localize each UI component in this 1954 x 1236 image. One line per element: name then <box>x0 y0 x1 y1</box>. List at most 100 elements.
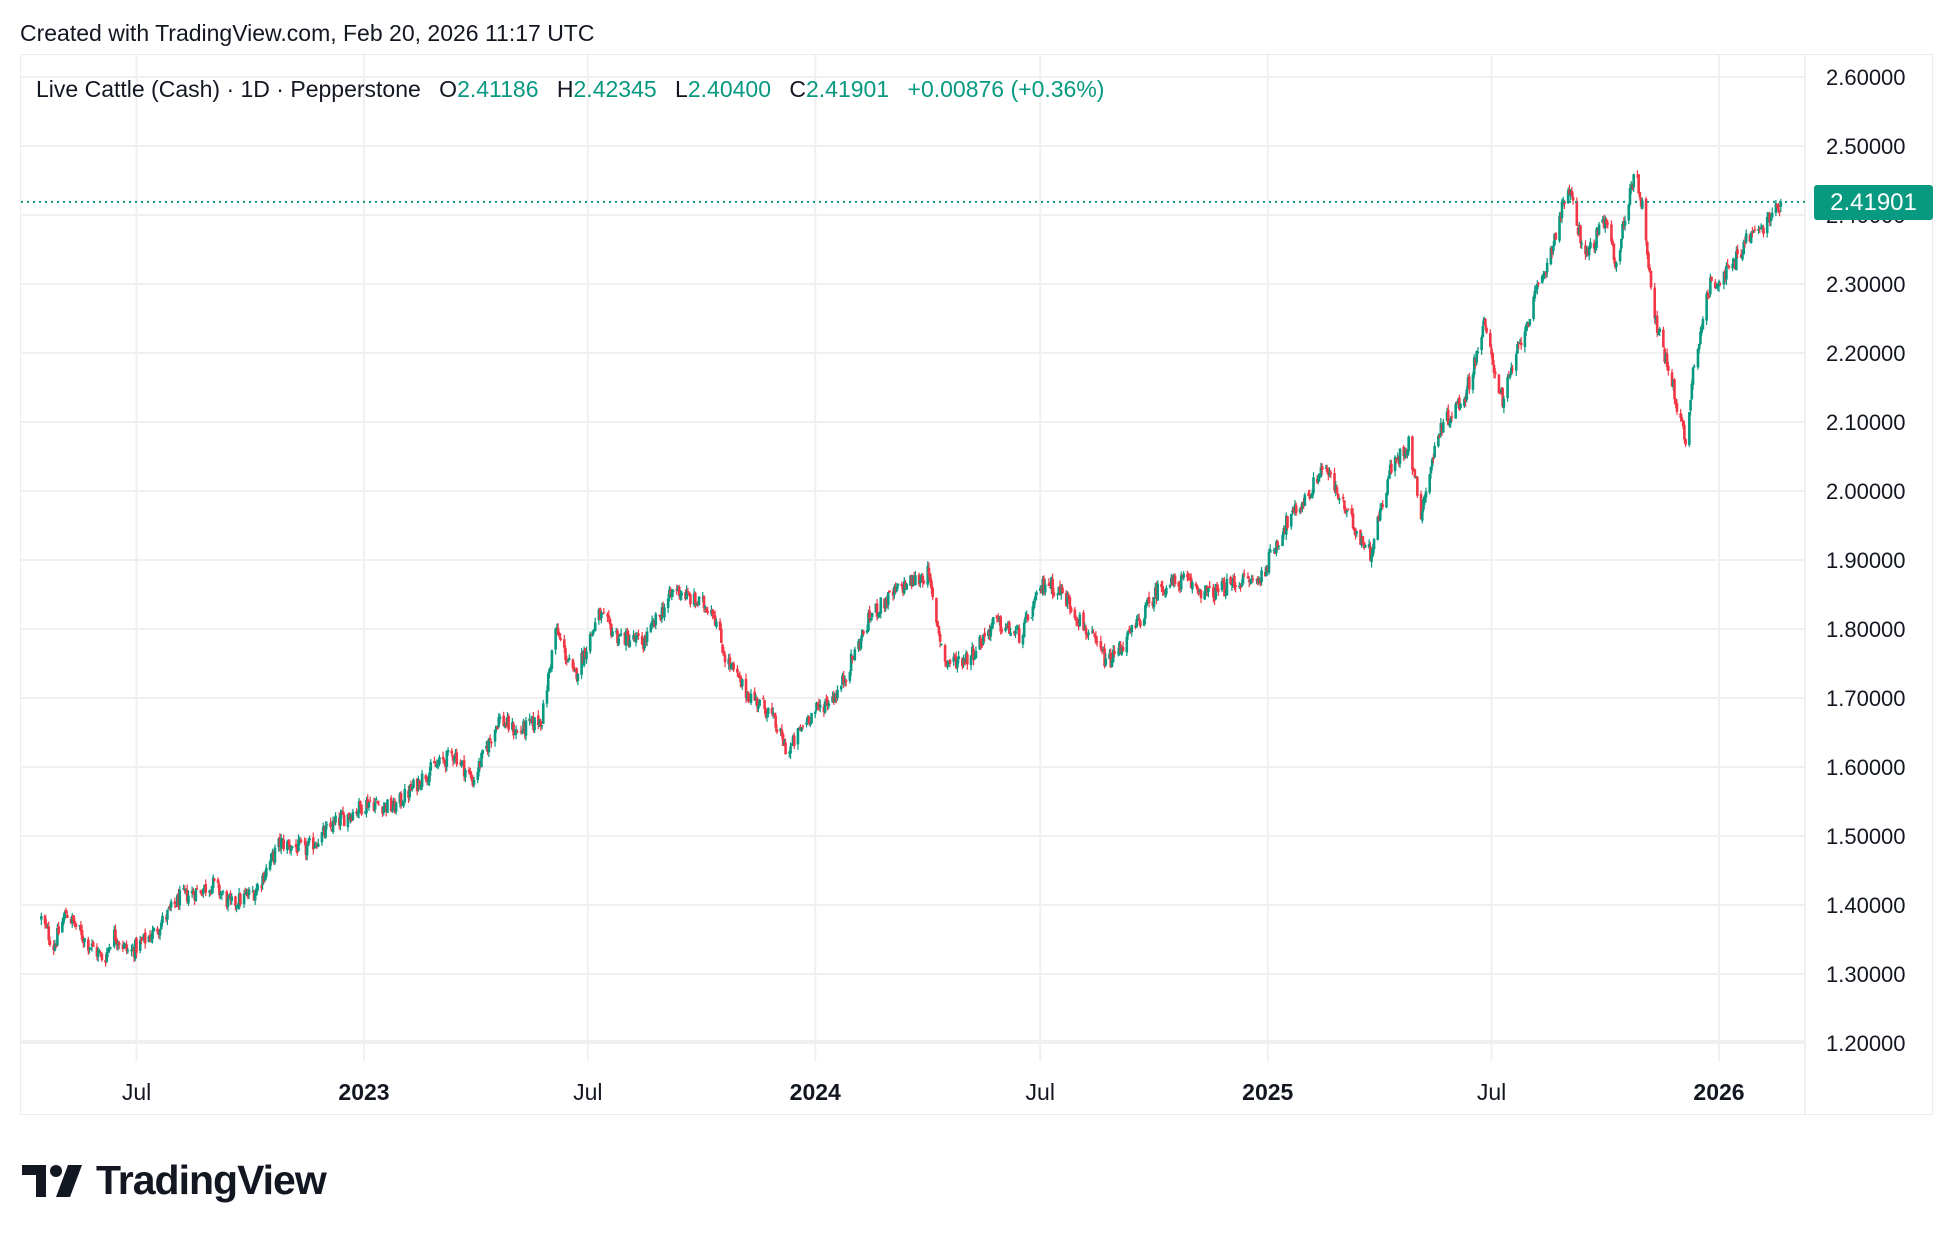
candle-body <box>199 890 203 894</box>
candle-body <box>879 597 883 614</box>
candle-body <box>1649 270 1653 288</box>
candle-body <box>156 928 159 933</box>
candle-body <box>588 633 592 652</box>
candle-body <box>983 632 986 637</box>
candle <box>879 597 883 619</box>
candle <box>870 612 874 621</box>
candle-body <box>1369 546 1372 561</box>
candle-body <box>1165 587 1168 595</box>
y-tick-label: 2.30000 <box>1826 272 1906 297</box>
candle-body <box>809 722 812 724</box>
candle <box>533 717 536 734</box>
candle-body <box>559 638 562 641</box>
candle-body <box>450 750 454 754</box>
candle <box>818 699 822 713</box>
candle <box>1199 588 1203 604</box>
candle <box>1497 373 1501 394</box>
y-tick-label: 1.50000 <box>1826 824 1906 849</box>
candle-body <box>914 575 917 586</box>
y-tick-label: 2.00000 <box>1826 479 1906 504</box>
candle <box>686 587 690 593</box>
candle-body <box>546 673 550 692</box>
chart-frame <box>20 54 1933 1115</box>
candle-body <box>1074 618 1078 621</box>
candle-body <box>703 606 707 609</box>
candle <box>886 591 890 610</box>
candle <box>1471 371 1475 394</box>
candle <box>1649 270 1653 290</box>
candle-body <box>1658 328 1661 333</box>
candle-body <box>1697 343 1701 350</box>
candle <box>445 750 449 772</box>
tradingview-logo-icon <box>22 1164 82 1197</box>
candle-body <box>1251 578 1255 580</box>
candle <box>1312 472 1315 496</box>
candle-body <box>166 909 169 920</box>
candle <box>1267 548 1271 575</box>
candle <box>1364 544 1367 548</box>
candle-body <box>79 925 83 932</box>
candle-body <box>564 648 567 661</box>
candle-body <box>869 618 873 621</box>
candle <box>969 655 973 671</box>
candle-body <box>1393 456 1397 472</box>
candle-body <box>645 631 649 643</box>
candle-body <box>216 879 220 883</box>
candle-body <box>1298 509 1302 512</box>
candle <box>1644 196 1648 246</box>
candle-body <box>877 614 880 616</box>
candle <box>1428 473 1432 495</box>
candle <box>429 758 433 776</box>
candle <box>1757 225 1760 234</box>
candle <box>1523 327 1527 353</box>
candle-body <box>40 916 43 920</box>
candle <box>685 585 688 600</box>
candle-body <box>1043 584 1047 593</box>
candle-body <box>303 841 306 843</box>
candle-body <box>1502 398 1506 408</box>
candle-body <box>184 888 188 892</box>
candle-body <box>1757 229 1760 231</box>
candle <box>1502 395 1506 414</box>
candle-body <box>1753 229 1757 231</box>
candle-body <box>1751 231 1754 233</box>
candle-body <box>1680 417 1684 421</box>
candle-body <box>1571 197 1575 201</box>
candle <box>1208 580 1211 589</box>
tradingview-logo[interactable]: TradingView <box>22 1157 327 1204</box>
candle-body <box>1078 614 1082 626</box>
candle <box>1346 507 1350 511</box>
candle-body <box>1683 425 1686 440</box>
candle-body <box>711 609 714 615</box>
candle-body <box>1312 477 1315 494</box>
candle-body <box>425 777 429 781</box>
candle <box>1289 513 1293 530</box>
candle-body <box>1130 624 1134 633</box>
candle-body <box>617 638 620 645</box>
candle-body <box>1173 575 1177 584</box>
candle-body <box>548 669 551 674</box>
candle-body <box>1047 583 1051 586</box>
candle <box>1191 580 1194 594</box>
candle <box>1488 329 1492 349</box>
candle-body <box>1514 354 1518 371</box>
candle-body <box>1359 529 1362 545</box>
candle-body <box>99 952 102 954</box>
candle <box>1195 584 1199 594</box>
candle <box>853 646 857 662</box>
candle <box>1225 573 1229 596</box>
candle-body <box>1067 595 1070 599</box>
candle <box>591 630 595 637</box>
candle <box>519 725 523 735</box>
candle-body <box>351 811 355 821</box>
candle <box>1207 587 1210 598</box>
candle <box>125 940 128 955</box>
candle-body <box>1749 233 1753 244</box>
candle-body <box>1459 403 1462 408</box>
candle <box>1017 624 1021 644</box>
candle-body <box>1432 457 1435 459</box>
candle <box>1378 503 1382 522</box>
candle-body <box>722 650 726 656</box>
candle <box>859 635 863 651</box>
